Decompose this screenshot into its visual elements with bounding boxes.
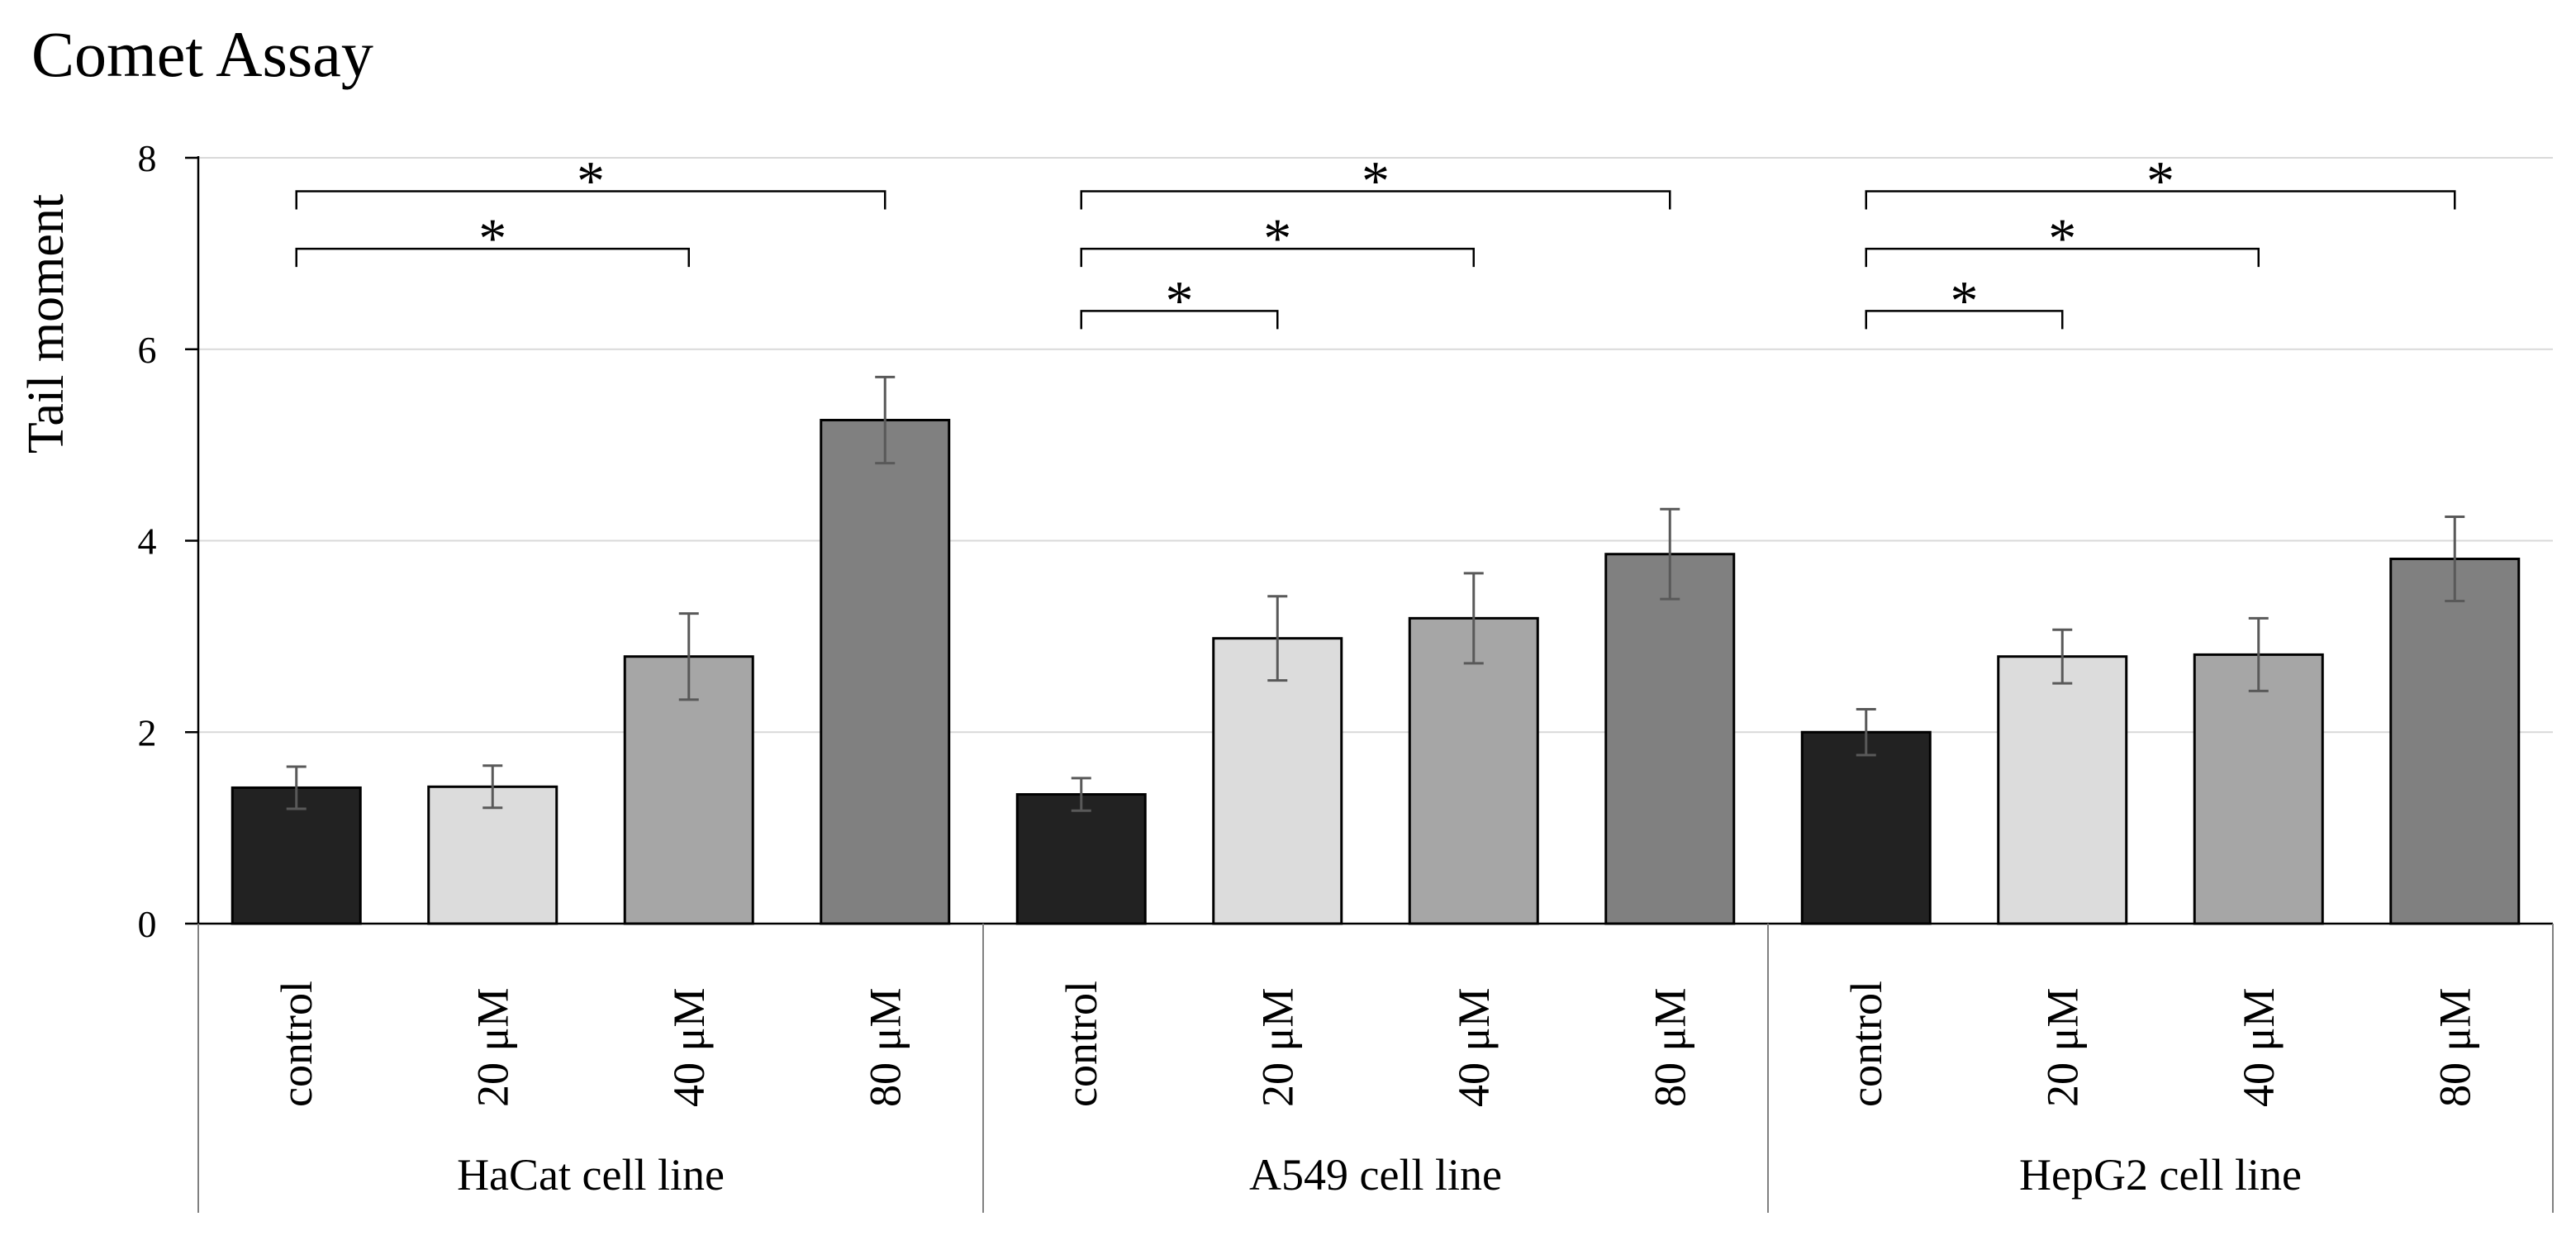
bars [231,375,2521,925]
category-label: control [1842,981,1891,1107]
category-label: 80 μM [860,988,910,1107]
significance-bracket [295,190,886,210]
significance-bracket [1080,247,1475,268]
category-label: control [1057,981,1106,1107]
bar [1604,553,1736,925]
bar [1408,616,1539,925]
category-label: 40 μM [664,988,714,1107]
category-label: 80 μM [2430,988,2479,1107]
significance-bracket [1865,310,2064,330]
significance-bracket [1080,310,1279,330]
significance-bracket [1080,190,1671,210]
significance-bracket [1865,190,2456,210]
category-label: 40 μM [2234,988,2284,1107]
significance-bracket [295,247,690,268]
significance-brackets: * * * * * * * * [295,150,2456,331]
category-labels: control 20 μM 40 μM 80 μM HaCat cell line con… [272,981,2480,1200]
bar [2389,558,2521,925]
bar [1800,730,1932,925]
significance-marker: * [1263,207,1291,269]
y-axis-label: Tail moment [18,194,74,454]
gridlines [198,157,2553,734]
significance-bracket [1865,247,2260,268]
category-label: 80 μM [1645,988,1694,1107]
category-label: control [272,981,321,1107]
category-label: 20 μM [1252,988,1302,1107]
y-tick-label: 8 [138,137,157,179]
significance-marker: * [1951,268,1979,331]
significance-marker: * [2146,150,2174,212]
chart-title: Comet Assay [31,18,373,90]
significance-marker: * [2048,207,2076,269]
y-tick-label: 2 [138,711,157,753]
y-tick-label: 6 [138,329,157,371]
bar [427,785,558,925]
group-label: A549 cell line [1249,1150,1502,1200]
bar [1212,637,1343,925]
y-tick-label: 4 [138,520,157,563]
significance-marker: * [577,150,605,212]
y-tick-label: 0 [138,903,157,945]
group-label: HaCat cell line [457,1150,725,1200]
significance-marker: * [1362,150,1390,212]
significance-marker: * [1166,268,1194,331]
bar [1997,655,2128,925]
significance-marker: * [478,207,506,269]
bar [1015,793,1147,925]
category-label: 20 μM [2037,988,2087,1107]
bar [231,786,362,925]
bar [820,418,951,925]
group-label: HepG2 cell line [2019,1150,2302,1200]
axes: 0 2 4 6 8 [138,137,2554,1213]
bar [2193,653,2324,925]
category-label: 20 μM [468,988,517,1107]
category-label: 40 μM [1449,988,1499,1107]
